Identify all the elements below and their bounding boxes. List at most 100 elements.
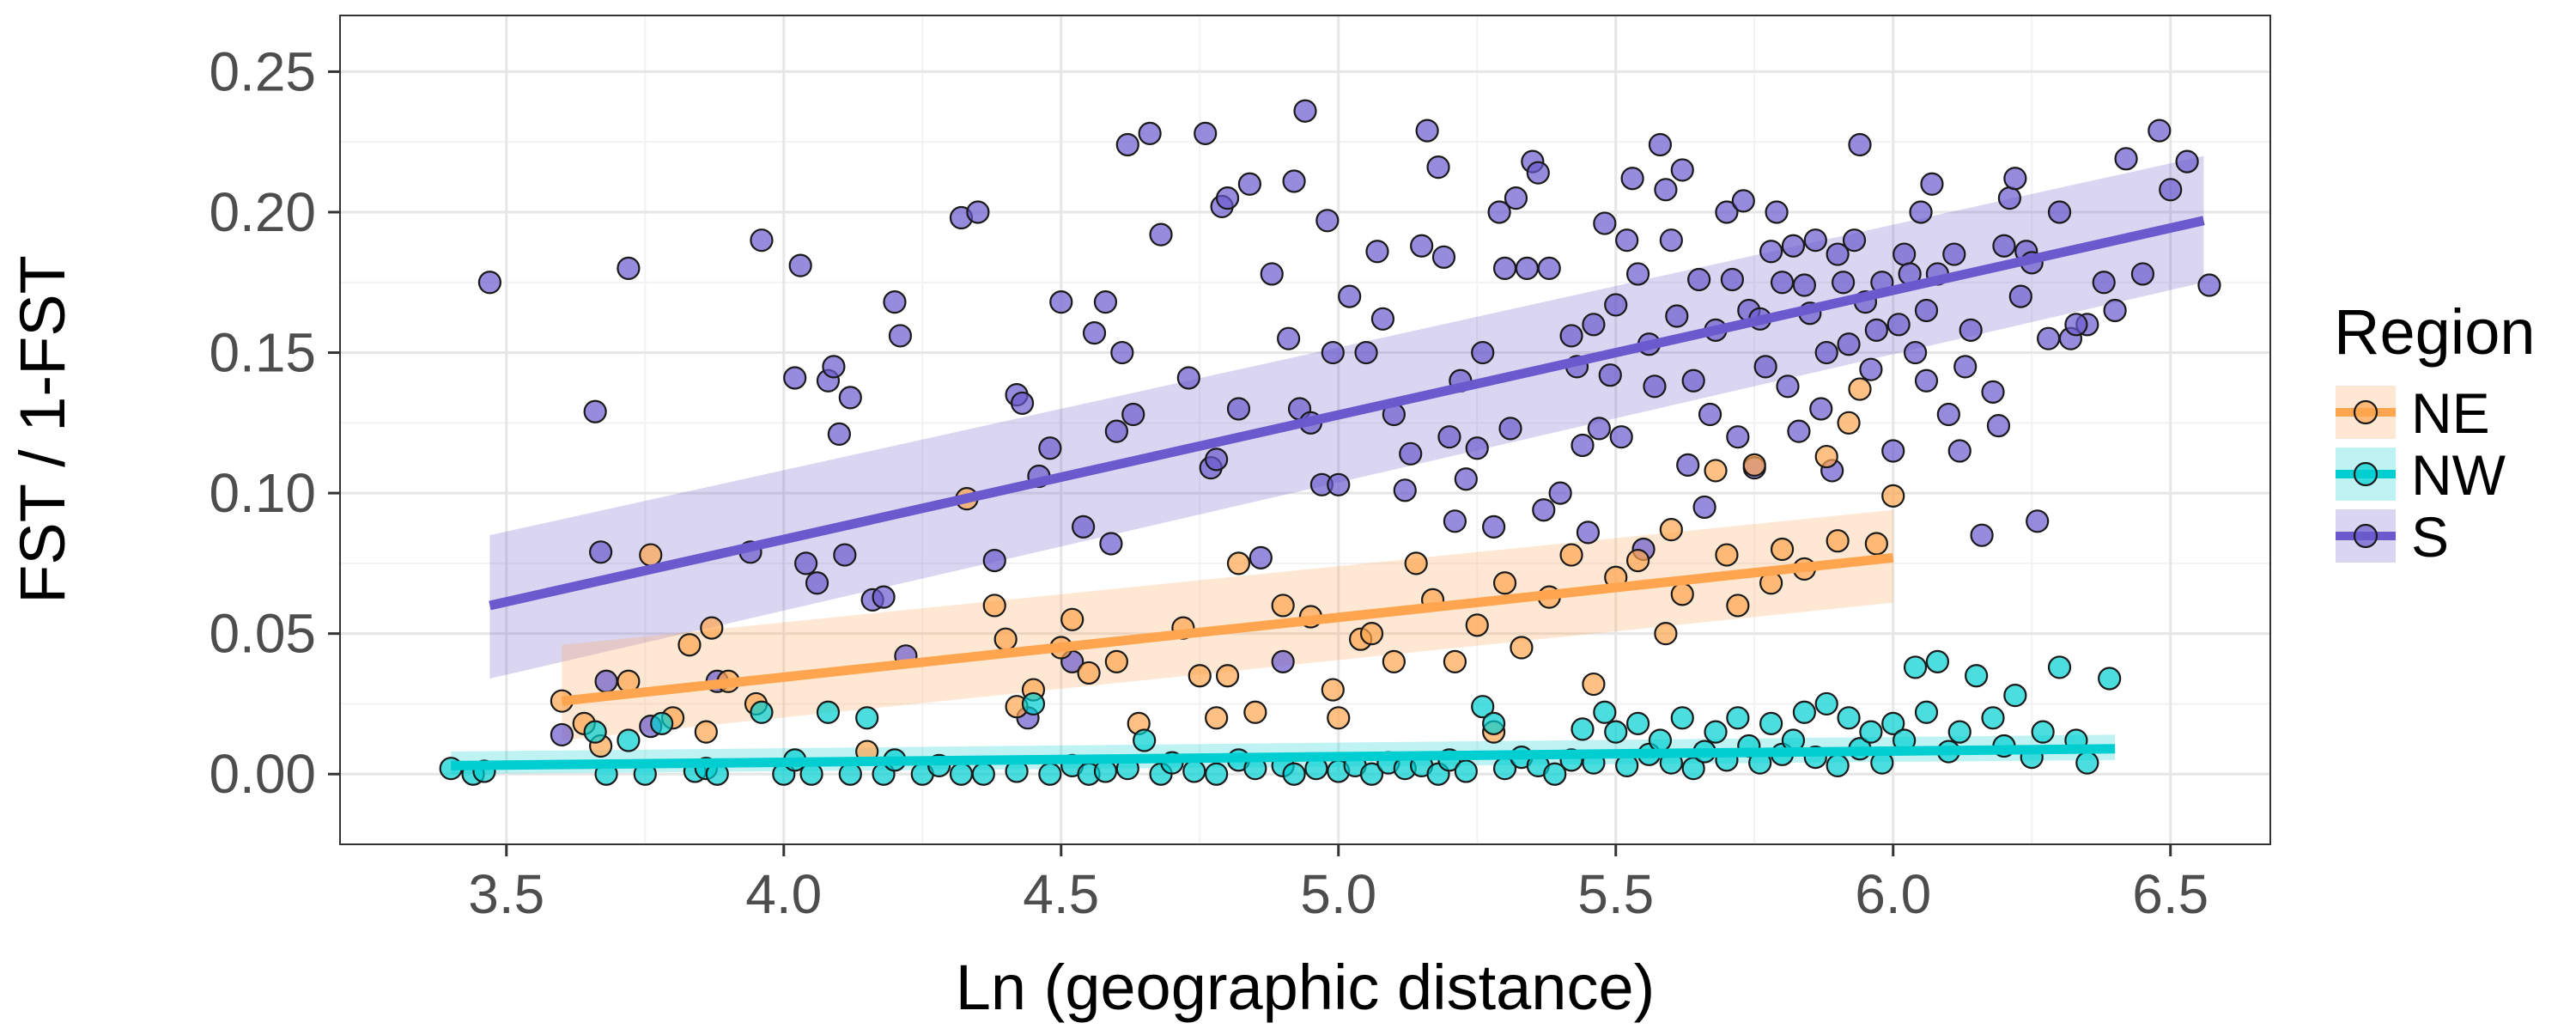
point-s bbox=[1687, 267, 1711, 292]
point-nw bbox=[583, 720, 607, 744]
point-nw bbox=[1471, 695, 1495, 719]
point-s bbox=[1576, 521, 1601, 545]
point-s bbox=[872, 585, 896, 609]
point-nw bbox=[1947, 720, 1971, 744]
legend-label-s: S bbox=[2411, 505, 2449, 569]
point-s bbox=[1454, 467, 1478, 491]
point-nw bbox=[1038, 762, 1062, 786]
grid-lines bbox=[340, 15, 2270, 844]
point-nw bbox=[971, 762, 995, 786]
point-nw bbox=[1837, 706, 1861, 730]
point-s bbox=[1410, 234, 1434, 258]
point-s bbox=[1692, 495, 1716, 520]
point-s bbox=[1981, 380, 2005, 404]
point-s bbox=[1698, 402, 1722, 427]
point-s bbox=[1886, 313, 1911, 337]
point-nw bbox=[1965, 664, 1989, 688]
point-nw bbox=[1205, 762, 1229, 786]
y-tick-label: 0.15 bbox=[209, 322, 316, 384]
point-ne bbox=[1715, 543, 1739, 567]
point-nw bbox=[1021, 691, 1046, 716]
point-ne bbox=[982, 594, 1006, 618]
point-s bbox=[1038, 436, 1062, 460]
point-s bbox=[1643, 374, 1667, 399]
point-ne bbox=[1226, 551, 1251, 575]
point-s bbox=[833, 543, 857, 567]
point-s bbox=[750, 228, 774, 253]
point-s bbox=[1526, 161, 1550, 185]
point-nw bbox=[1543, 762, 1567, 786]
point-ne bbox=[1742, 453, 1766, 477]
point-s bbox=[1648, 132, 1673, 157]
point-ne bbox=[1814, 444, 1838, 469]
x-tick-label: 6.0 bbox=[1855, 863, 1931, 925]
point-nw bbox=[1625, 711, 1650, 735]
point-ne bbox=[1060, 607, 1084, 631]
point-s bbox=[1654, 178, 1678, 202]
point-ne bbox=[1582, 672, 1606, 697]
point-s bbox=[966, 200, 990, 224]
point-s bbox=[1593, 211, 1617, 235]
point-s bbox=[1487, 200, 1511, 224]
point-s bbox=[2103, 298, 2127, 323]
point-s bbox=[1859, 357, 1883, 381]
point-s bbox=[1720, 267, 1745, 292]
point-nw bbox=[838, 762, 862, 786]
point-s bbox=[1321, 340, 1345, 365]
point-nw bbox=[2031, 720, 2055, 744]
point-s bbox=[1582, 313, 1606, 337]
point-s bbox=[1609, 425, 1633, 449]
point-s bbox=[788, 253, 812, 277]
point-s bbox=[1864, 318, 1888, 342]
point-nw bbox=[1981, 706, 2005, 730]
point-nw bbox=[2075, 751, 2099, 775]
point-s bbox=[1970, 523, 1994, 547]
point-s bbox=[1082, 321, 1107, 345]
point-s bbox=[1226, 397, 1251, 421]
point-s bbox=[1121, 402, 1145, 427]
point-ne bbox=[1659, 518, 1683, 542]
point-nw bbox=[1814, 691, 1838, 716]
point-s bbox=[1115, 132, 1139, 157]
plot-border bbox=[339, 15, 2271, 845]
x-tick-label: 5.0 bbox=[1300, 863, 1376, 925]
point-s bbox=[1893, 242, 1917, 266]
point-s bbox=[1415, 119, 1439, 143]
point-s bbox=[1726, 425, 1750, 449]
point-s bbox=[1615, 228, 1639, 253]
point-s bbox=[1681, 368, 1705, 393]
point-ne bbox=[1359, 622, 1384, 646]
point-s bbox=[1753, 355, 1777, 379]
point-ne bbox=[1215, 664, 1240, 688]
point-s bbox=[1093, 290, 1118, 314]
y-axis-title: FST / 1-FST bbox=[7, 255, 78, 604]
point-s bbox=[1049, 290, 1073, 314]
point-ne bbox=[1404, 551, 1428, 575]
point-s bbox=[1942, 242, 1966, 266]
point-s bbox=[1571, 433, 1595, 458]
point-nw bbox=[1925, 649, 1950, 673]
data-points bbox=[439, 99, 2221, 786]
point-s bbox=[1914, 368, 1939, 393]
point-s bbox=[1515, 256, 1539, 281]
y-tick-label: 0.05 bbox=[209, 603, 316, 665]
point-s bbox=[1659, 228, 1683, 253]
point-nw bbox=[1704, 720, 1728, 744]
point-nw bbox=[1759, 711, 1783, 735]
x-axis-title: Ln (geographic distance) bbox=[956, 952, 1656, 1023]
point-s bbox=[1803, 228, 1827, 253]
point-ne bbox=[1625, 549, 1650, 573]
point-s bbox=[1471, 340, 1495, 365]
point-s bbox=[1399, 441, 1423, 466]
point-nw bbox=[1482, 711, 1506, 735]
point-ne bbox=[677, 633, 702, 657]
point-s bbox=[2175, 149, 2199, 174]
legend-label-ne: NE bbox=[2411, 381, 2490, 445]
point-ne bbox=[1837, 411, 1861, 435]
point-s bbox=[1443, 509, 1467, 533]
point-nw bbox=[2003, 684, 2027, 708]
point-ne bbox=[1864, 532, 1888, 556]
point-s bbox=[827, 422, 851, 447]
point-s bbox=[1715, 200, 1739, 224]
